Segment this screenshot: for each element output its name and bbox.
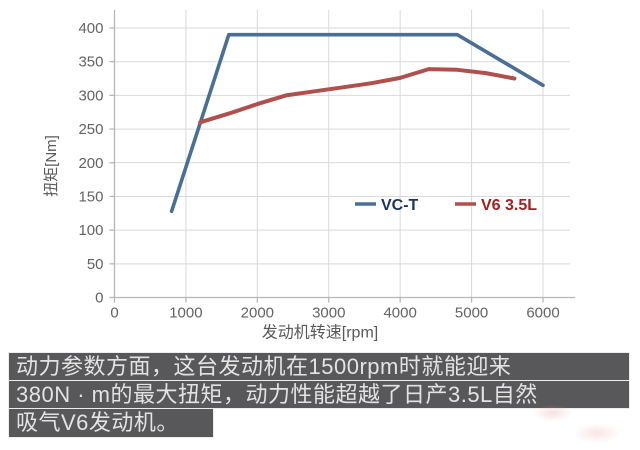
x-tick-label: 5000: [455, 305, 488, 322]
y-tick-label: 250: [78, 121, 103, 138]
y-tick-label: 0: [95, 290, 103, 307]
y-tick-label: 200: [78, 155, 103, 172]
x-tick-label: 1000: [169, 305, 202, 322]
x-axis-title: 发动机转速[rpm]: [262, 324, 378, 342]
x-tick-label: 3000: [312, 305, 345, 322]
y-tick-label: 50: [87, 256, 104, 273]
caption-line-2: 380N · m的最大扭矩，动力性能超越了日产3.5L自然: [8, 380, 630, 409]
series-line-v6-3-5l: [198, 67, 517, 125]
y-tick-label: 150: [78, 188, 103, 205]
caption-line-1: 动力参数方面，这台发动机在1500rpm时就能迎来: [8, 352, 630, 381]
y-axis-title: 扭矩[Nm]: [43, 135, 60, 197]
caption-line-3: 吸气V6发动机。: [8, 408, 214, 438]
x-tick-label: 6000: [526, 305, 559, 322]
x-tick-label: 4000: [383, 305, 416, 322]
legend-label: V6 3.5L: [481, 197, 537, 214]
x-tick-label: 2000: [241, 305, 274, 322]
y-tick-label: 100: [78, 222, 103, 239]
y-tick-label: 300: [78, 87, 103, 104]
y-tick-label: 350: [78, 54, 103, 71]
y-tick-label: 400: [78, 20, 103, 37]
legend-label: VC-T: [381, 197, 419, 214]
x-tick-label: 0: [110, 305, 118, 322]
